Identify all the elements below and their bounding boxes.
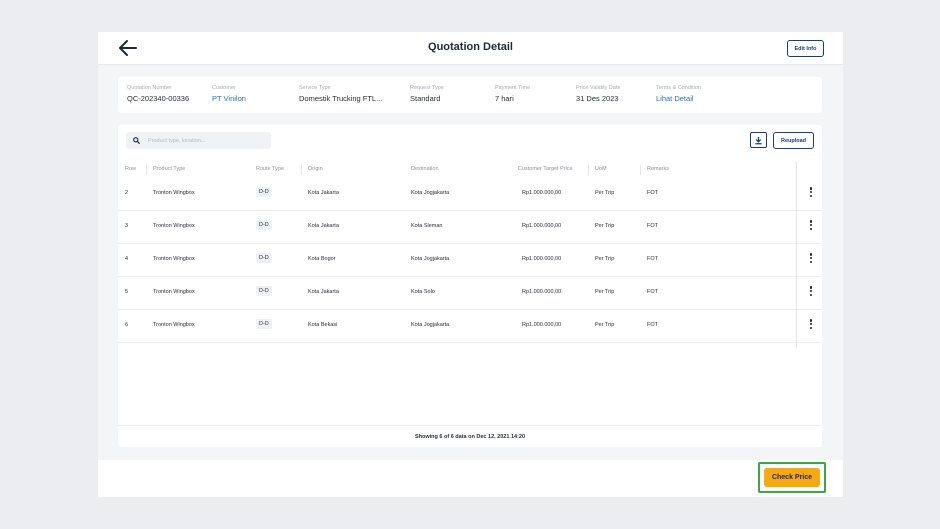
cell-origin: Kota Bekasi: [308, 322, 338, 328]
info-request-type: Request Type Standard: [410, 85, 444, 103]
cell-row: 3: [125, 223, 129, 229]
row-menu-icon[interactable]: [808, 284, 814, 298]
row-menu-icon[interactable]: [808, 251, 814, 265]
cell-uom: Per Trip: [595, 190, 615, 196]
quotation-detail-page: Quotation Detail Edit Info Quotation Num…: [98, 32, 843, 497]
cell-remarks: FOT: [647, 190, 658, 196]
row-menu-icon[interactable]: [808, 317, 814, 331]
col-route-type: Route Type: [256, 166, 285, 172]
column-divider: [796, 162, 797, 348]
col-destination: Destination: [411, 166, 439, 172]
table-row: 6 Tronton Wingbox D-D Kota Bekasi Kota J…: [118, 310, 822, 343]
cell-origin: Kota Jakarta: [308, 223, 339, 229]
cell-destination: Kota Jogjakarta: [411, 190, 450, 196]
cell-remarks: FOT: [647, 256, 658, 262]
cell-price: Rp1.000.000,00: [522, 223, 562, 229]
bottom-action-bar: [98, 460, 843, 497]
row-menu-icon[interactable]: [808, 218, 814, 232]
cell-row: 2: [125, 190, 129, 196]
table-row: 3 Tronton Wingbox D-D Kota Jakarta Kota …: [118, 211, 822, 244]
route-badge: D-D: [256, 319, 272, 329]
check-price-button[interactable]: Check Price: [764, 468, 820, 487]
quotation-info-card: Quotation Number QC-202340-00336 Custome…: [118, 77, 822, 113]
cell-row: 4: [125, 256, 129, 262]
cell-uom: Per Trip: [595, 322, 615, 328]
cell-remarks: FOT: [647, 223, 658, 229]
col-product-type: Product Type: [153, 166, 186, 172]
col-origin: Origin: [308, 166, 323, 172]
cell-price: Rp1.000.000,00: [522, 289, 562, 295]
col-target-price: Customer Target Price: [518, 166, 573, 172]
table-row: 2 Tronton Wingbox D-D Kota Jakarta Kota …: [118, 178, 822, 211]
cell-price: Rp1.000.000,00: [522, 322, 562, 328]
cell-product: Tronton Wingbox: [153, 256, 195, 262]
col-remarks: Remarks: [647, 166, 670, 172]
page-title: Quotation Detail: [428, 41, 513, 53]
cell-origin: Kota Bogor: [308, 256, 336, 262]
info-terms: Terms & Condition Lihat Detail: [656, 85, 701, 103]
cell-product: Tronton Wingbox: [153, 190, 195, 196]
download-button[interactable]: [750, 132, 767, 148]
route-badge: D-D: [256, 286, 272, 296]
cell-destination: Kota Jogjakarta: [411, 322, 450, 328]
cell-remarks: FOT: [647, 289, 658, 295]
edit-info-button[interactable]: Edit Info: [787, 40, 824, 57]
cell-origin: Kota Jakarta: [308, 190, 339, 196]
cell-uom: Per Trip: [595, 223, 615, 229]
cell-product: Tronton Wingbox: [153, 289, 195, 295]
row-menu-icon[interactable]: [808, 185, 814, 199]
cell-row: 6: [125, 322, 129, 328]
col-separator: [640, 165, 641, 175]
search-input[interactable]: [148, 137, 268, 144]
search-icon: [133, 137, 140, 144]
cell-destination: Kota Jogjakarta: [411, 256, 450, 262]
info-price-validity: Price Validity Date 31 Des 2023: [576, 85, 621, 103]
cell-price: Rp1.000.000,00: [522, 256, 562, 262]
table-header: Row Product Type Route Type Origin Desti…: [118, 162, 822, 178]
table-footer-divider: [118, 425, 822, 426]
terms-link[interactable]: Lihat Detail: [656, 94, 694, 103]
info-service-type: Service Type Domestik Trucking FTL...: [299, 85, 383, 103]
cell-origin: Kota Jakarta: [308, 289, 339, 295]
cell-destination: Kota Sleman: [411, 223, 443, 229]
cell-uom: Per Trip: [595, 256, 615, 262]
route-badge: D-D: [256, 187, 272, 197]
col-row: Row: [125, 166, 137, 172]
cell-price: Rp1.000.000,00: [522, 190, 562, 196]
check-price-highlight: Check Price: [758, 462, 826, 493]
cell-remarks: FOT: [647, 322, 658, 328]
col-separator: [588, 165, 589, 175]
table-row: 4 Tronton Wingbox D-D Kota Bogor Kota Jo…: [118, 244, 822, 277]
reupload-button[interactable]: Reupload: [773, 132, 814, 149]
info-payment-time: Payment Time 7 hari: [495, 85, 531, 103]
col-separator: [146, 165, 147, 175]
cell-product: Tronton Wingbox: [153, 223, 195, 229]
download-icon: [755, 136, 762, 144]
customer-link[interactable]: PT Vinilon: [212, 94, 246, 103]
back-arrow-icon[interactable]: [118, 39, 138, 57]
cell-row: 5: [125, 289, 129, 295]
route-badge: D-D: [256, 253, 272, 263]
info-customer: Customer PT Vinilon: [212, 85, 246, 103]
table-row: 5 Tronton Wingbox D-D Kota Jakarta Kota …: [118, 277, 822, 310]
cell-destination: Kota Solo: [411, 289, 435, 295]
cell-product: Tronton Wingbox: [153, 322, 195, 328]
info-quotation-number: Quotation Number QC-202340-00336: [127, 85, 190, 103]
page-header: Quotation Detail Edit Info: [98, 32, 843, 65]
table-footer-text: Showing 6 of 6 data on Dec 12, 2021 14:2…: [414, 434, 526, 440]
route-badge: D-D: [256, 220, 272, 230]
cell-uom: Per Trip: [595, 289, 615, 295]
col-uom: UoM: [595, 166, 607, 172]
products-table-card: Reupload Row Product Type Route Type Ori…: [118, 125, 822, 447]
search-box: [126, 132, 271, 149]
col-separator: [301, 165, 302, 175]
